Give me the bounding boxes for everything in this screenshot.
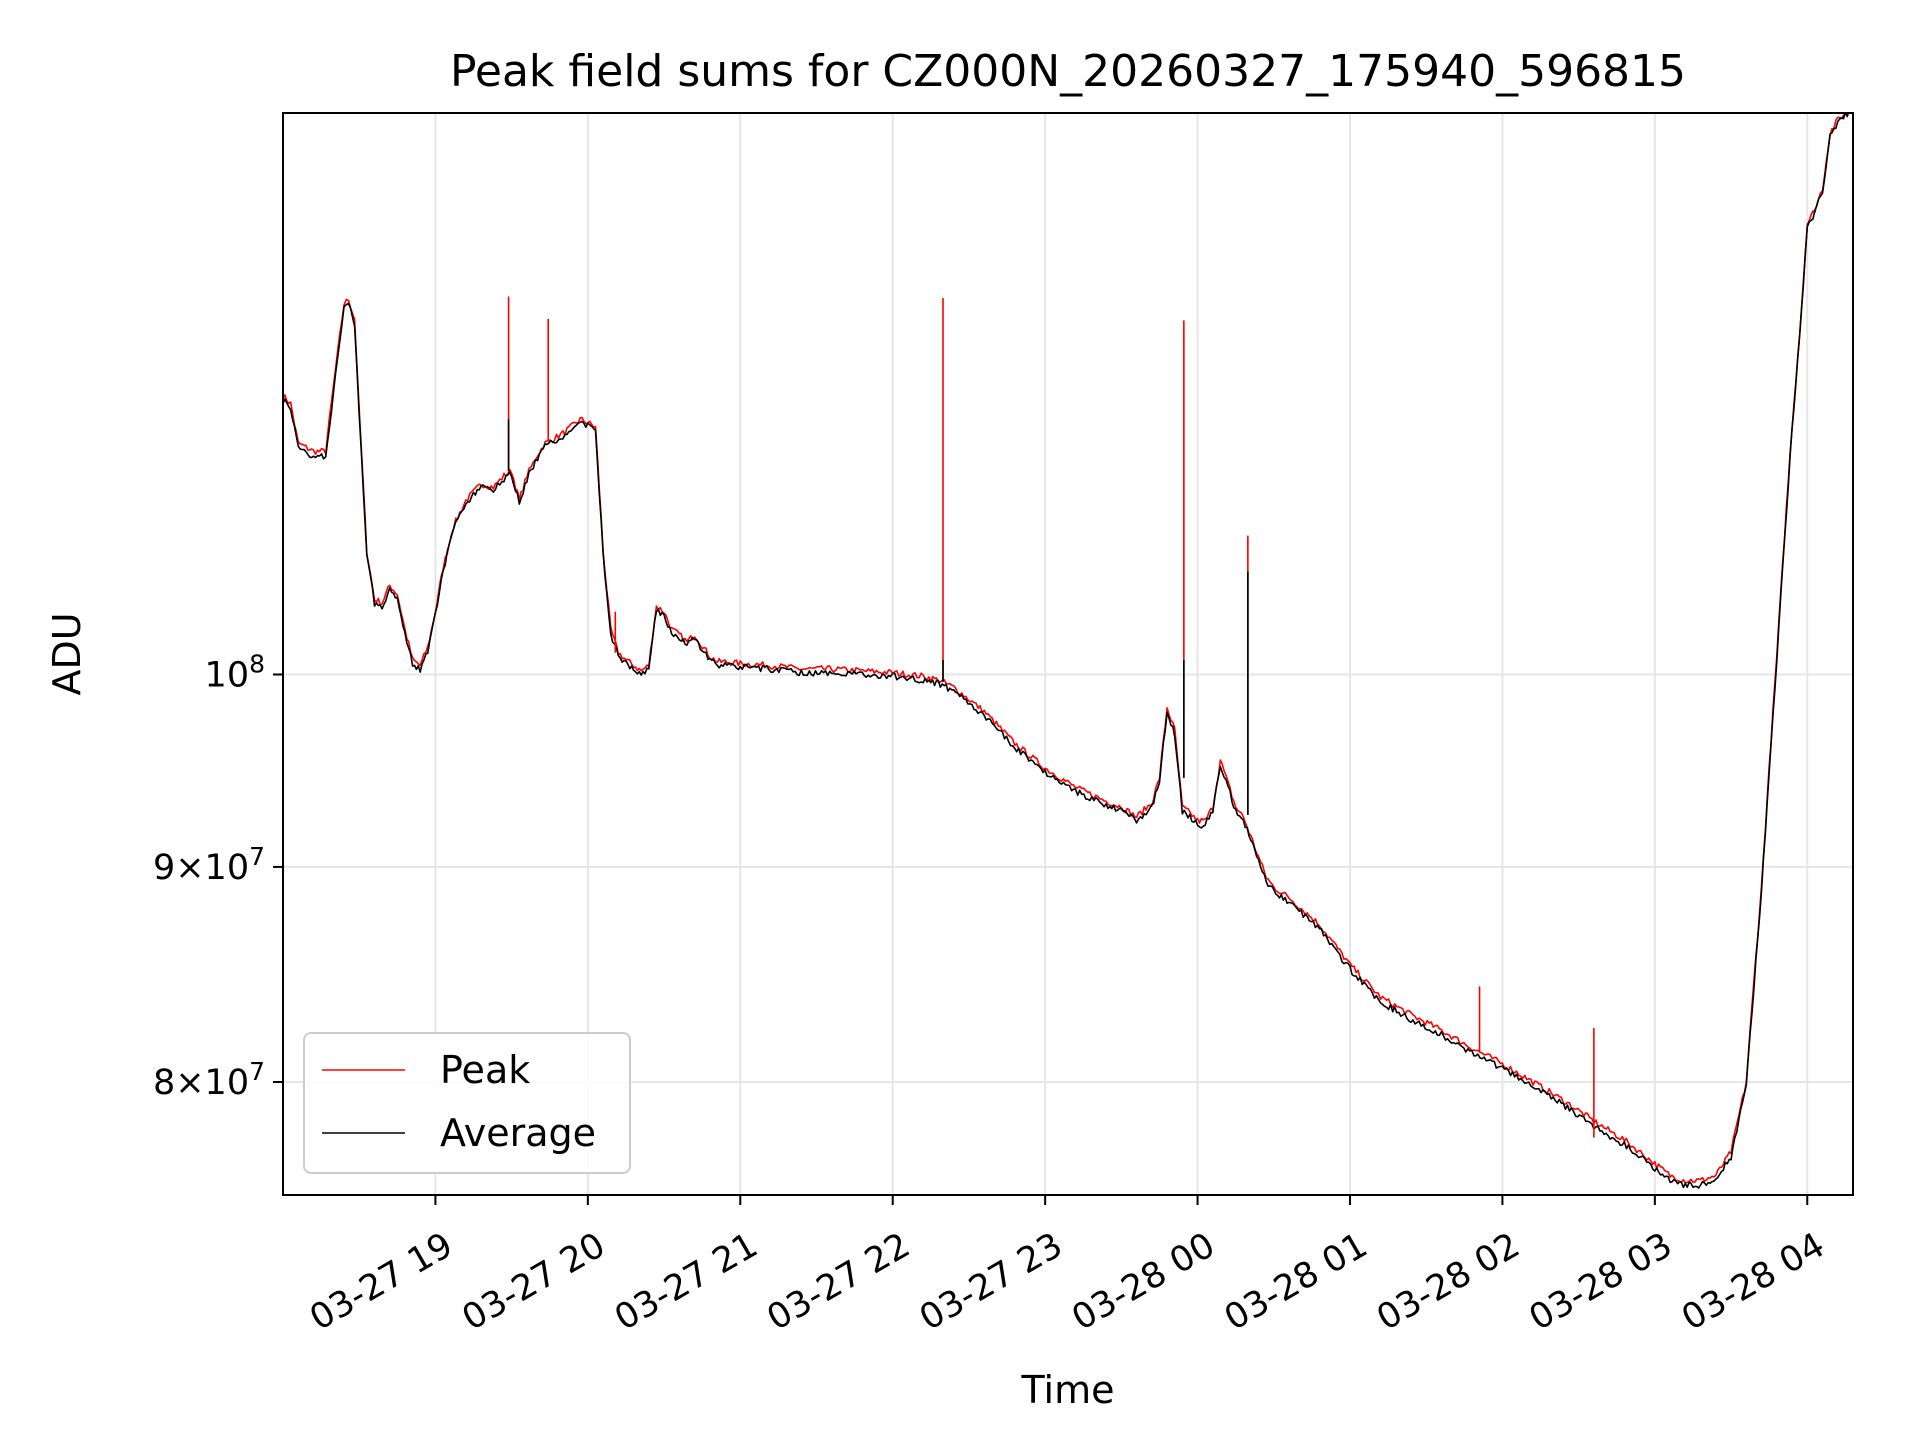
chart-title: Peak field sums for CZ000N_20260327_1759… [450, 46, 1686, 97]
plot-frame [282, 112, 1854, 1196]
legend: Peak Average [303, 1032, 631, 1174]
y-tick-base: 10 [205, 656, 250, 696]
y-tick-mantissa: 9× [153, 848, 205, 888]
legend-average-label: Average [440, 1111, 596, 1155]
average-series-line [283, 113, 1852, 1189]
series-layer [283, 113, 1852, 1189]
y-tick-base: 10 [205, 848, 250, 888]
y-tick-exponent: 7 [249, 1057, 265, 1086]
y-tick-exponent: 8 [249, 650, 265, 679]
y-tick-exponent: 7 [249, 842, 265, 871]
legend-peak-label: Peak [440, 1048, 530, 1092]
x-axis-label: Time [1021, 1368, 1115, 1412]
y-tick-label: 108 [205, 650, 265, 696]
plot-area [283, 113, 1852, 1189]
y-tick-base: 10 [205, 1063, 250, 1103]
y-tick-label: 9×107 [153, 842, 265, 888]
legend-box [303, 1032, 631, 1174]
y-tick-mantissa: 8× [153, 1063, 205, 1103]
y-axis-label: ADU [45, 612, 89, 695]
y-tick-label: 8×107 [153, 1057, 265, 1103]
gridlines [283, 113, 1853, 1195]
